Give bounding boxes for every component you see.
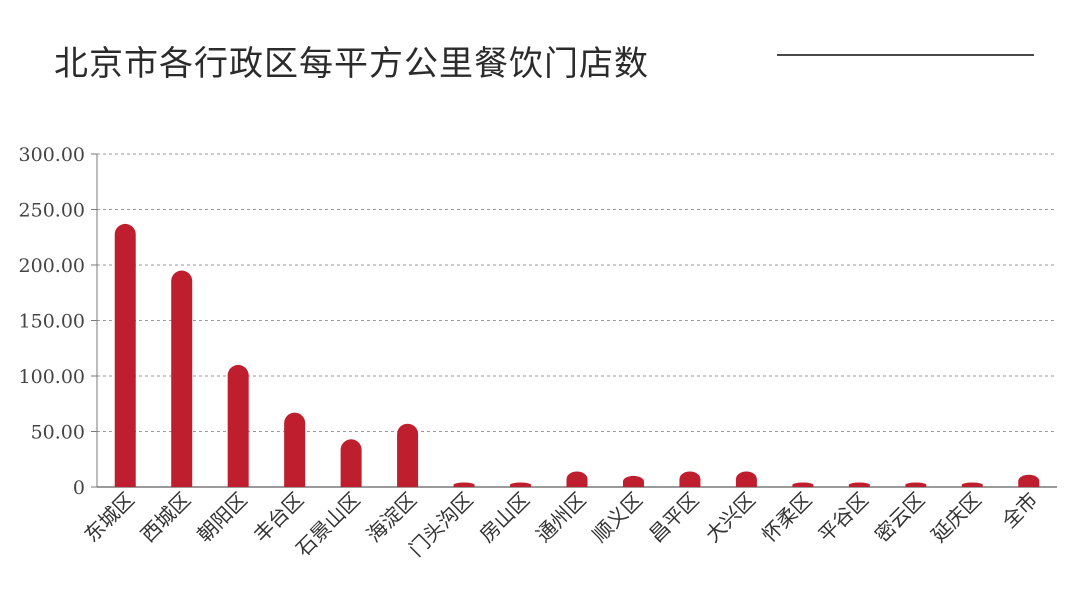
bar-15: [961, 482, 983, 487]
bar-0: [114, 223, 136, 487]
x-tick-label: 朝阳区: [192, 488, 251, 547]
y-tick-label: 200.00: [19, 255, 85, 277]
bar-12: [792, 482, 814, 487]
chart-title: 北京市各行政区每平方公里餐饮门店数: [54, 44, 649, 84]
y-tick-label: 100.00: [19, 366, 85, 388]
bar-8: [566, 471, 588, 487]
y-tick-label: 0: [73, 477, 85, 499]
bar-7: [510, 482, 532, 487]
bar-5: [397, 423, 419, 487]
x-tick-label: 通州区: [531, 488, 590, 547]
bars: [114, 223, 1040, 487]
y-tick-label: 50.00: [31, 422, 85, 444]
bar-9: [622, 475, 644, 487]
bar-14: [905, 482, 927, 487]
x-axis-tick-labels: 东城区西城区朝阳区丰台区石景山区海淀区门头沟区房山区通州区顺义区昌平区大兴区怀柔…: [79, 488, 1042, 562]
bar-3: [284, 412, 306, 487]
x-tick-label: 房山区: [475, 488, 534, 547]
bar-4: [340, 439, 362, 487]
x-tick-label: 西城区: [136, 488, 195, 547]
y-tick-label: 250.00: [19, 200, 85, 222]
x-tick-label: 延庆区: [926, 488, 985, 547]
y-axis-tick-labels: 0 50.00 100.00 150.00 200.00 250.00 300.00: [19, 144, 85, 499]
grid-lines: [91, 153, 1057, 488]
bar-16: [1018, 474, 1040, 487]
x-tick-label: 昌平区: [644, 488, 703, 547]
bar-1: [171, 270, 193, 487]
title-decorative-rule: [777, 54, 1034, 56]
x-tick-label: 全市: [997, 488, 1042, 533]
bar-11: [735, 471, 757, 487]
x-tick-label: 大兴区: [701, 488, 760, 547]
y-tick-label: 300.00: [19, 144, 85, 166]
bar-13: [848, 482, 870, 487]
bar-6: [453, 482, 475, 487]
bar-2: [227, 364, 249, 487]
x-tick-label: 顺义区: [588, 488, 647, 547]
bar-10: [679, 471, 701, 487]
x-tick-label: 东城区: [79, 488, 138, 547]
x-tick-label: 怀柔区: [757, 488, 816, 547]
y-tick-label: 150.00: [19, 311, 85, 333]
x-tick-label: 平谷区: [813, 488, 872, 547]
x-tick-label: 密云区: [870, 488, 929, 547]
